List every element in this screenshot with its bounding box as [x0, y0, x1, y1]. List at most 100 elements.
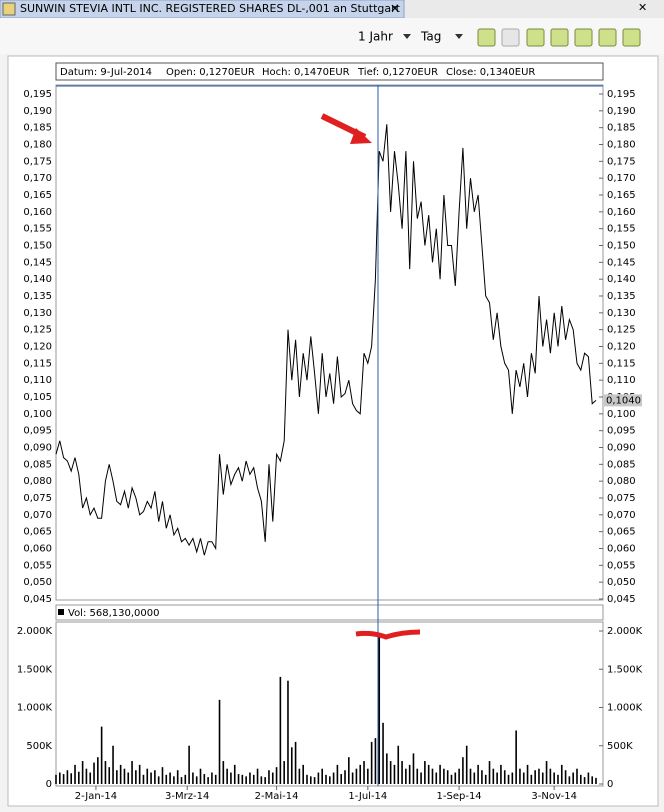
volume-bar: [522, 772, 525, 784]
y-tick-label: 0,145: [23, 257, 52, 268]
y-tick-label: 0,060: [23, 544, 52, 555]
volume-bar: [367, 768, 369, 784]
volume-bar: [340, 774, 343, 784]
range-arrow[interactable]: [403, 34, 411, 39]
y-tick-label-right: 0,095: [607, 426, 636, 437]
volume-bar: [534, 770, 536, 784]
y-tick-label: 0,135: [23, 291, 52, 302]
volume-bar: [112, 745, 114, 784]
y-tick-label-right: 0,160: [607, 207, 636, 218]
volume-bar: [93, 762, 95, 784]
x-tick-label: 2-Mai-14: [255, 791, 299, 802]
last-value-box: [604, 394, 642, 407]
tool-button[interactable]: [622, 28, 641, 47]
y-tick-label: 0,120: [23, 342, 52, 353]
volume-bar: [405, 768, 407, 784]
volume-bar: [89, 772, 92, 784]
tool-button[interactable]: [550, 28, 569, 47]
window-close[interactable]: ✕: [638, 1, 647, 14]
tool-button[interactable]: [526, 28, 545, 47]
tool-button[interactable]: [501, 28, 520, 47]
volume-bar: [226, 768, 228, 784]
volume-bar: [439, 764, 441, 784]
tool-button[interactable]: [598, 28, 617, 47]
tool-button[interactable]: [574, 28, 593, 47]
y-tick-label: 0,045: [23, 594, 52, 605]
volume-bar: [306, 774, 308, 784]
volume-bar: [62, 774, 65, 784]
y-tick-label: 1.000K: [17, 703, 53, 714]
volume-bar: [351, 772, 354, 784]
y-tick-label: 0,055: [23, 560, 52, 571]
volume-bar: [355, 768, 358, 784]
volume-bar: [233, 764, 236, 784]
y-tick-label-right: 0,180: [607, 140, 636, 151]
volume-bar: [397, 745, 400, 784]
volume-bar: [230, 772, 232, 784]
volume-bar: [157, 776, 160, 784]
tool-button[interactable]: [477, 28, 496, 47]
volume-bar: [256, 768, 259, 784]
volume-bar: [309, 776, 312, 784]
interval-select[interactable]: Tag: [420, 30, 441, 44]
volume-bar: [271, 772, 274, 784]
volume-bar: [317, 772, 320, 784]
volume-bar: [557, 774, 559, 784]
volume-bar: [408, 764, 411, 784]
volume-bar: [192, 772, 194, 784]
volume-bar: [560, 764, 563, 784]
volume-bar: [469, 768, 472, 784]
volume-bar: [511, 772, 514, 784]
volume-bar: [97, 757, 99, 784]
y-tick-label-right: 0,065: [607, 527, 636, 538]
annotation-stroke: [355, 629, 421, 640]
volume-bar: [393, 764, 396, 784]
interval-arrow[interactable]: [455, 34, 463, 39]
y-tick-label-right: 0,085: [607, 459, 636, 470]
y-tick-label: 1.500K: [17, 664, 53, 675]
volume-bar: [507, 774, 510, 784]
volume-bar: [564, 770, 567, 784]
tab-close[interactable]: ✕: [390, 2, 400, 16]
y-tick-label: 0,100: [23, 409, 52, 420]
volume-bar: [363, 761, 365, 784]
y-tick-label-right: 1.500K: [607, 664, 643, 675]
tab-icon: [2, 2, 16, 16]
volume-bar: [279, 676, 282, 784]
volume-bar: [462, 757, 464, 784]
volume-bar: [131, 761, 133, 784]
volume-bar: [108, 767, 111, 784]
volume-bar: [260, 776, 263, 784]
volume-bar: [298, 768, 301, 784]
volume-bar: [477, 764, 479, 784]
y-tick-label: 2.000K: [17, 626, 53, 637]
volume-bar: [458, 768, 460, 784]
last-value-label: 0,1040: [606, 395, 641, 406]
y-tick-label-right: 0,070: [607, 510, 636, 521]
volume-bar: [66, 770, 69, 784]
volume-bar: [74, 764, 76, 784]
y-tick-label-right: 0: [607, 779, 613, 790]
range-select[interactable]: 1 Jahr: [358, 30, 393, 44]
info-bar: [55, 62, 604, 81]
y-tick-label-right: 0,165: [607, 190, 636, 201]
volume-bar: [135, 770, 137, 784]
volume-bar: [576, 768, 578, 784]
volume-bar: [195, 776, 198, 784]
y-tick-label-right: 0,175: [607, 156, 636, 167]
volume-bar: [104, 761, 107, 784]
volume-bar: [55, 774, 57, 784]
volume-bar: [203, 774, 206, 784]
volume-bar: [207, 777, 209, 784]
x-tick-label: 2-Jan-14: [75, 791, 117, 802]
volume-bar: [78, 771, 80, 784]
volume-bar: [325, 774, 327, 784]
volume-bar: [119, 764, 122, 784]
y-tick-label: 0,105: [23, 392, 52, 403]
volume-bar: [424, 761, 426, 784]
y-tick-label-right: 0,125: [607, 325, 636, 336]
y-tick-label-right: 0,185: [607, 123, 636, 134]
y-tick-label-right: 0,110: [607, 375, 636, 386]
volume-bar: [435, 772, 438, 784]
